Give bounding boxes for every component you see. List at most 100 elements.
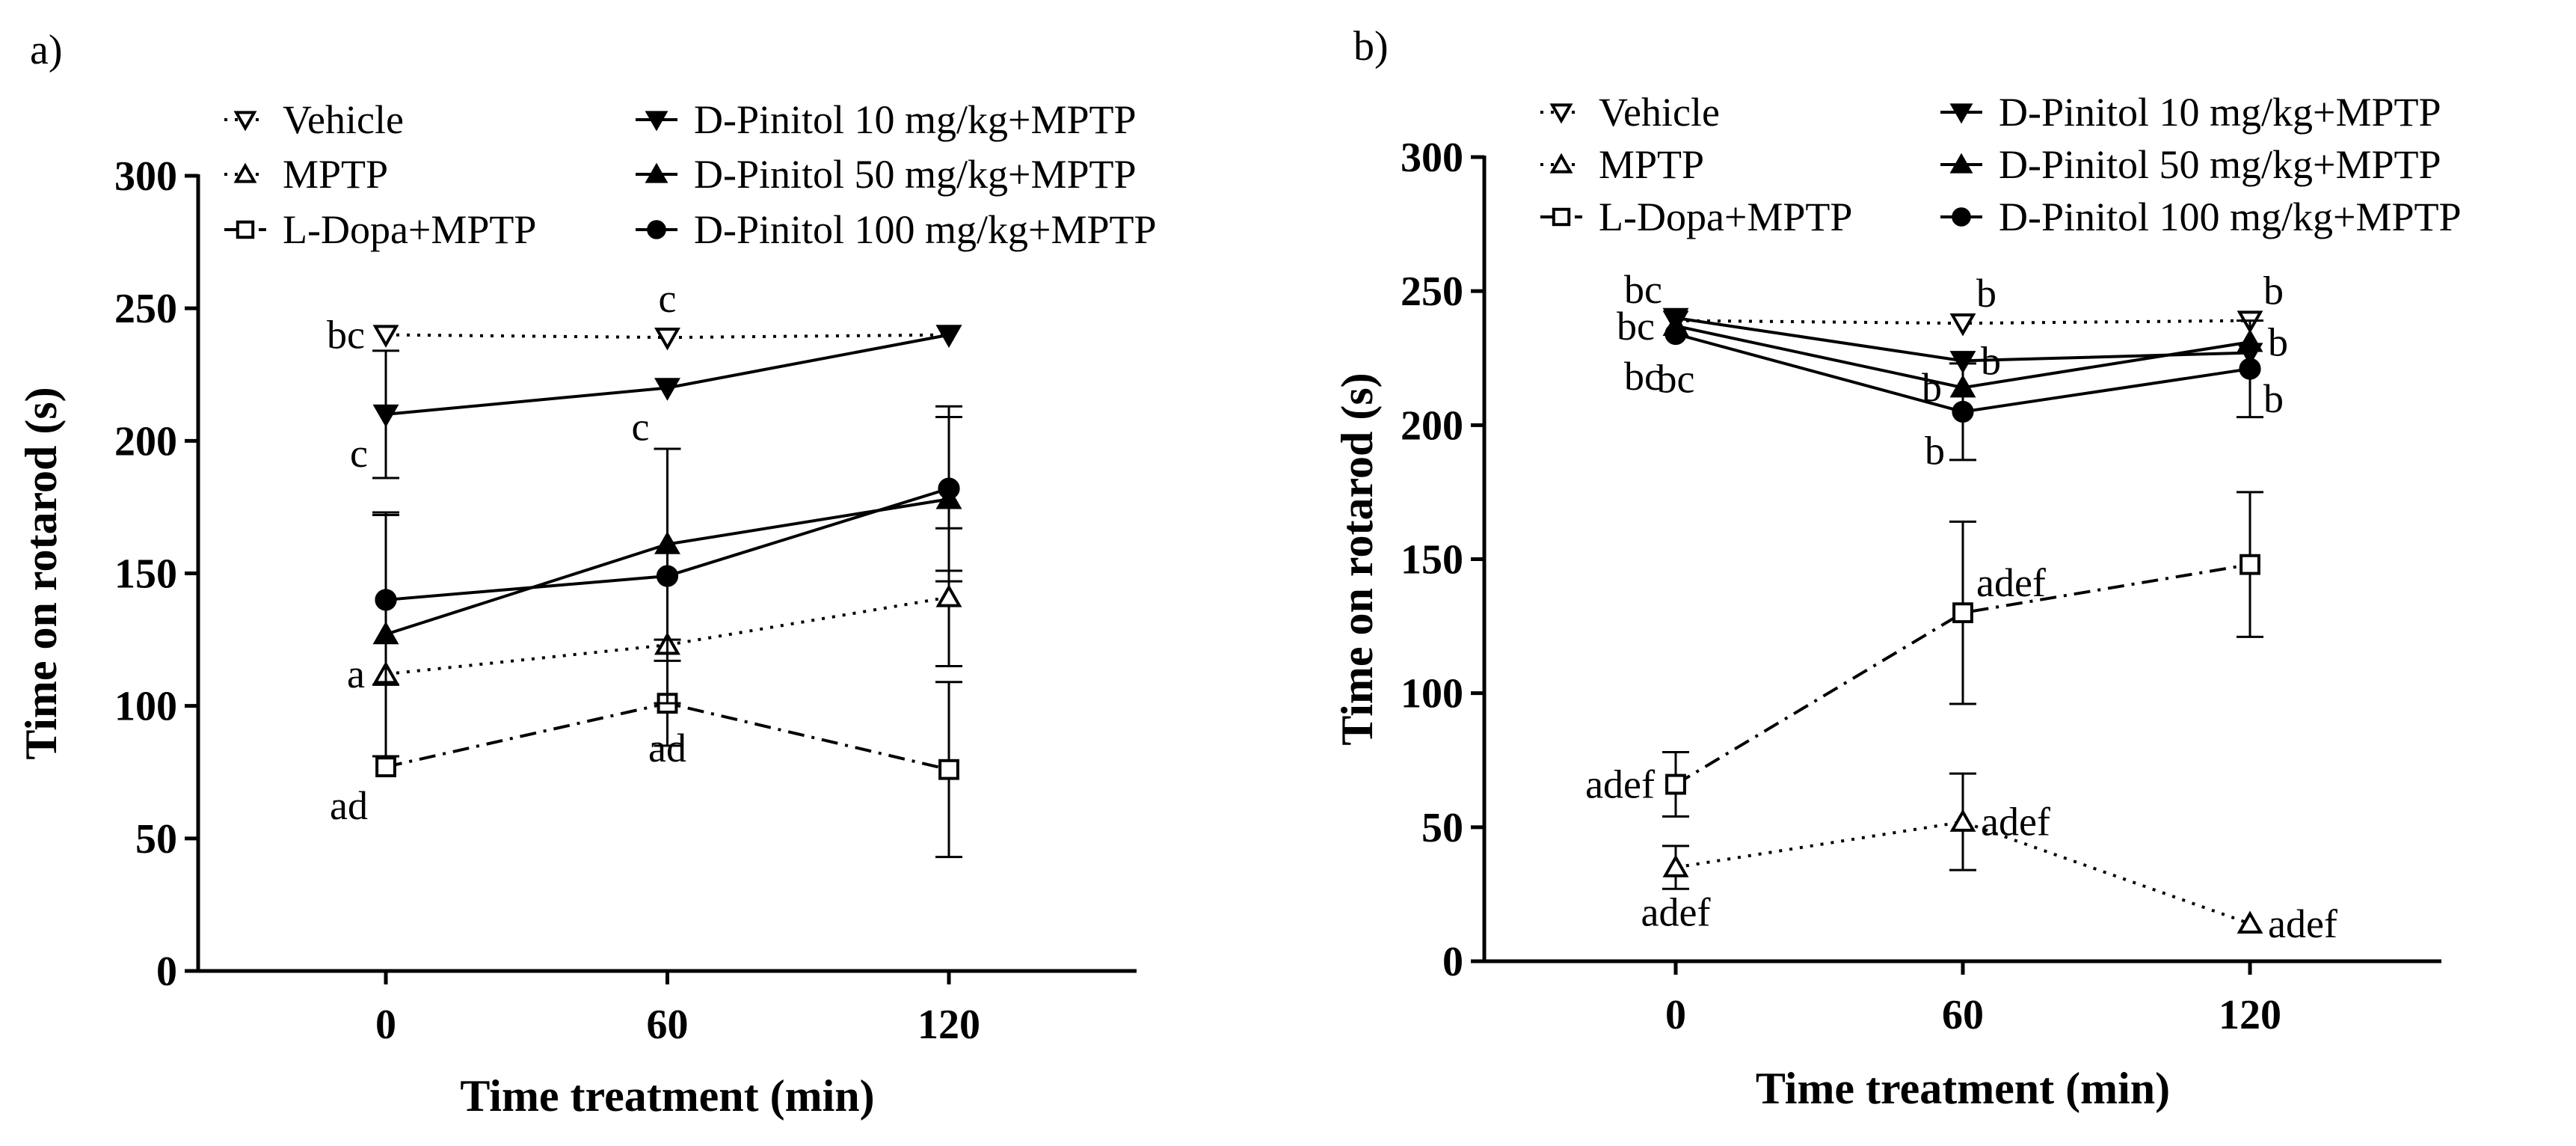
y-tick-label: 0: [156, 949, 177, 995]
y-tick-label: 50: [1421, 805, 1463, 851]
significance-label: adef: [1976, 560, 2046, 605]
y-tick-label: 150: [114, 551, 177, 598]
legend-item: L-Dopa+MPTP: [1540, 194, 1852, 239]
y-tick-label: 250: [114, 286, 177, 332]
legend-label: D-Pinitol 100 mg/kg+MPTP: [694, 207, 1157, 252]
x-tick-label: 0: [1665, 992, 1686, 1038]
legend-item: D-Pinitol 100 mg/kg+MPTP: [1940, 194, 2462, 239]
legend-marker: [1552, 207, 1571, 227]
legend-label: L-Dopa+MPTP: [283, 207, 536, 252]
y-tick-label: 150: [1401, 537, 1463, 583]
data-point: [372, 325, 399, 348]
significance-label: bc: [327, 313, 365, 358]
data-point: [1662, 854, 1689, 877]
series-line: [1675, 820, 2251, 925]
y-tick-label: 50: [135, 816, 177, 862]
data-point: [372, 404, 399, 428]
significance-label: b: [1976, 271, 1996, 316]
data-point: [1952, 602, 1973, 624]
legend-label: Vehicle: [1599, 90, 1720, 135]
significance-label: c: [350, 431, 368, 476]
significance-label: b: [2263, 269, 2284, 313]
data-point: [654, 327, 680, 351]
x-tick-label: 60: [647, 1002, 689, 1048]
series-5: [1664, 319, 2263, 462]
y-axis-title: Time on rotarod (s): [1332, 373, 1382, 745]
data-point: [2240, 554, 2260, 575]
legend-label: MPTP: [283, 152, 388, 197]
data-point: [656, 565, 679, 587]
data-point: [935, 325, 962, 348]
panel-label: b): [1353, 23, 1389, 70]
legend-marker: [1949, 153, 1973, 174]
legend-item: MPTP: [224, 152, 388, 197]
data-point: [938, 477, 960, 500]
data-point: [1949, 313, 1976, 337]
legend-label: D-Pinitol 10 mg/kg+MPTP: [1999, 90, 2441, 135]
series-2: [1662, 491, 2263, 818]
data-point: [654, 378, 680, 401]
legend-marker: [236, 220, 255, 239]
data-point: [375, 589, 397, 611]
legend-label: D-Pinitol 50 mg/kg+MPTP: [1999, 142, 2441, 187]
significance-label: bc: [1624, 267, 1662, 312]
data-point: [1949, 351, 1976, 374]
data-point: [935, 584, 962, 607]
x-axis-title: Time treatment (min): [1756, 1064, 2170, 1113]
series-line: [1675, 319, 2251, 325]
x-axis-title: Time treatment (min): [460, 1071, 874, 1121]
y-tick-label: 300: [114, 153, 177, 200]
data-point: [938, 759, 959, 780]
legend-item: D-Pinitol 50 mg/kg+MPTP: [636, 152, 1137, 197]
legend-item: L-Dopa+MPTP: [224, 207, 536, 252]
legend: Vehicle MPTP L-Dopa+MPTP D-Pinitol 10 mg/kg…: [1540, 90, 2462, 239]
legend-marker: [647, 220, 666, 239]
data-point: [1664, 322, 1687, 346]
y-tick-label: 100: [1401, 671, 1463, 717]
legend-item: Vehicle: [224, 97, 404, 142]
data-point: [2237, 910, 2263, 934]
significance-label: b: [2268, 319, 2288, 364]
series-1: [1662, 772, 2263, 934]
panel-b: b) 0 50 100 150 200 250 300 0 60 120 Time treatment…: [1332, 23, 2462, 1113]
legend-marker: [645, 162, 668, 183]
significance-label: ad: [648, 726, 686, 770]
significance-label: adef: [1641, 890, 1711, 935]
significance-label: bc: [1617, 304, 1655, 349]
legend-marker: [1549, 153, 1573, 174]
legend-marker: [1949, 103, 1973, 124]
data-point: [1665, 773, 1686, 795]
y-tick-label: 0: [1442, 939, 1463, 985]
y-tick-label: 100: [114, 684, 177, 730]
legend-item: D-Pinitol 100 mg/kg+MPTP: [636, 207, 1157, 252]
x-tick-label: 60: [1942, 992, 1984, 1038]
significance-label: b: [1925, 428, 1945, 473]
significance-label: b: [1981, 338, 2001, 383]
series-5: [372, 405, 962, 705]
y-axis-title: Time on rotarod (s): [16, 387, 66, 759]
series-0: [372, 325, 962, 351]
significance-label: bc: [1624, 354, 1662, 399]
x-tick-label: 0: [375, 1002, 396, 1048]
panel-a: a) 0 50 100 150 200 250 300 0 60 120 Time treatment…: [16, 27, 1157, 1121]
data-point: [375, 756, 396, 778]
significance-label: bc: [1657, 357, 1695, 402]
significance-label: adef: [1981, 800, 2050, 845]
significance-label: b: [2263, 376, 2284, 421]
series-3: [372, 325, 962, 479]
significance-label: c: [632, 404, 650, 449]
legend-label: D-Pinitol 10 mg/kg+MPTP: [694, 97, 1137, 142]
y-tick-label: 200: [114, 418, 177, 465]
legend-label: D-Pinitol 100 mg/kg+MPTP: [1999, 194, 2462, 239]
significance-label: ad: [330, 783, 368, 828]
data-point: [1952, 400, 1974, 423]
significance-label: a: [347, 652, 365, 696]
x-tick-label: 120: [917, 1002, 980, 1048]
legend-label: Vehicle: [283, 97, 404, 142]
legend-item: Vehicle: [1540, 90, 1720, 135]
legend-marker: [1952, 207, 1971, 227]
data-point: [1949, 809, 1976, 832]
y-tick-label: 250: [1401, 269, 1463, 315]
legend-item: D-Pinitol 50 mg/kg+MPTP: [1940, 142, 2441, 187]
x-tick-label: 120: [2219, 992, 2281, 1038]
